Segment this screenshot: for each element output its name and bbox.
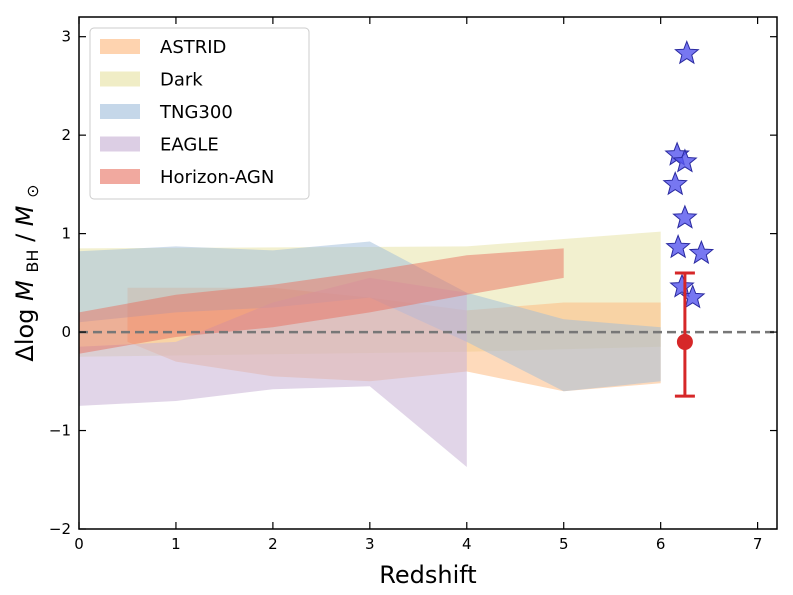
y-axis-title-var1: M (11, 280, 39, 301)
y-tick-label: 0 (61, 323, 71, 341)
legend-label-astrid: ASTRID (160, 37, 226, 58)
legend-swatch-horizon-agn (100, 169, 140, 184)
y-axis-title: Δlog M BH / M ⊙ (11, 184, 44, 361)
star-marker (672, 148, 698, 173)
band-horizon-agn (79, 248, 564, 354)
x-tick-label: 0 (74, 535, 84, 553)
axes-layer: 0 1 2 3 4 5 6 7 −2 −1 0 1 2 3 (49, 16, 778, 553)
x-tick-label: 7 (753, 535, 763, 553)
star-marker (662, 171, 688, 196)
y-tick-label: −2 (49, 520, 71, 538)
x-tick-label: 3 (365, 535, 375, 553)
band-eagle (79, 277, 467, 467)
legend-swatch-eagle (100, 136, 140, 152)
star-marker (665, 234, 691, 259)
legend: ASTRID Dark TNG300 EAGLE Horizon-AGN (89, 27, 310, 200)
y-axis-title-sub2: ⊙ (23, 184, 42, 197)
y-tick-label: 1 (61, 225, 71, 243)
band-tng300 (79, 241, 661, 392)
plot-frame (78, 16, 778, 530)
legend-box (89, 27, 310, 200)
star-marker (674, 40, 700, 65)
y-tick-label: −1 (49, 422, 71, 440)
legend-label-tng300: TNG300 (159, 102, 233, 123)
data-point (676, 333, 693, 350)
y-axis-title-sub1: BH (23, 250, 42, 273)
star-marker (672, 204, 698, 229)
y-axis-title-slash: / (11, 233, 39, 242)
x-axis-title: Redshift (379, 561, 476, 589)
legend-swatch-tng300 (100, 104, 140, 119)
legend-label-dark: Dark (160, 70, 203, 91)
legend-label-horizon-agn: Horizon-AGN (160, 167, 274, 188)
y-axis-title-var2: M (11, 205, 39, 226)
y-axis-title-prefix: Δlog (11, 309, 39, 362)
y-tick-label: 3 (61, 28, 71, 46)
legend-swatch-dark (100, 71, 140, 87)
star-marker (688, 239, 715, 265)
x-tick-label: 4 (462, 535, 472, 553)
x-tick-label: 1 (171, 535, 181, 553)
band-layer (79, 231, 661, 467)
star-marker (669, 273, 695, 298)
x-tick-label: 6 (656, 535, 666, 553)
x-tick-label: 5 (559, 535, 569, 553)
marker-layer (662, 40, 715, 398)
y-tick-label: 2 (61, 126, 71, 144)
x-tick-label: 2 (268, 535, 278, 553)
legend-label-eagle: EAGLE (160, 135, 219, 156)
legend-swatch-astrid (100, 39, 140, 54)
